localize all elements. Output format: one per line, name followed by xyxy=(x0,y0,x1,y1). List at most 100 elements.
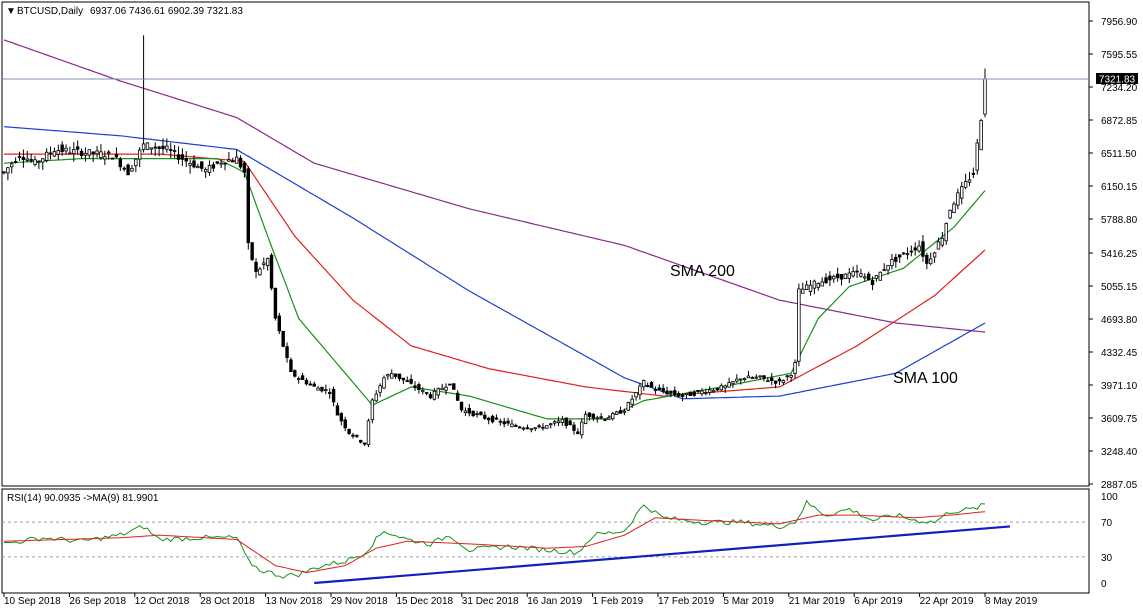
date-tick-label: 29 Nov 2018 xyxy=(331,596,388,607)
candle-body xyxy=(471,410,475,417)
candle-body xyxy=(10,163,14,168)
candle-body xyxy=(649,382,654,388)
candle-body xyxy=(455,392,460,401)
date-tick-label: 28 Oct 2018 xyxy=(200,596,255,607)
candle-body xyxy=(940,237,945,246)
candle-body xyxy=(835,273,840,279)
symbol-label: BTCUSD,Daily xyxy=(17,6,83,17)
candle-body xyxy=(556,420,561,424)
candle-body xyxy=(68,152,72,155)
header-dropdown-icon[interactable]: ▼ xyxy=(6,6,16,17)
date-tick-label: 8 May 2019 xyxy=(985,596,1038,607)
candle-body xyxy=(498,420,503,423)
rsi-header-label: RSI(14) 90.0935 ->MA(9) 81.9901 xyxy=(7,493,159,504)
candle-body xyxy=(518,426,522,429)
date-tick-label: 12 Oct 2018 xyxy=(135,596,190,607)
candle-body xyxy=(525,427,530,430)
candle-body xyxy=(165,145,169,150)
price-tick-label: 7595.55 xyxy=(1101,50,1138,61)
current-price-label: 7321.83 xyxy=(1099,74,1136,85)
candle-body xyxy=(944,223,948,242)
candle-body xyxy=(645,385,650,387)
candle-body xyxy=(719,385,724,391)
candle-body xyxy=(52,151,57,157)
candle-body xyxy=(479,411,483,416)
candle-body xyxy=(758,375,762,378)
candle-body xyxy=(459,401,464,411)
candle-body xyxy=(277,315,282,332)
candle-body xyxy=(630,398,634,405)
candle-body xyxy=(56,150,60,155)
candle-body xyxy=(180,154,185,160)
candle-body xyxy=(254,261,258,272)
candle-body xyxy=(843,273,848,279)
price-tick-label: 4693.80 xyxy=(1101,315,1138,326)
candle-body xyxy=(490,415,495,423)
price-tick-label: 5055.15 xyxy=(1101,282,1138,293)
candle-body xyxy=(444,386,448,391)
candle-body xyxy=(537,425,541,428)
candle-body xyxy=(754,376,758,379)
date-tick-label: 6 Apr 2019 xyxy=(854,596,903,607)
candle-body xyxy=(87,149,92,156)
candle-body xyxy=(366,420,371,446)
candle-body xyxy=(700,390,704,395)
candle-body xyxy=(79,150,84,157)
candle-body xyxy=(514,424,518,427)
candle-body xyxy=(739,378,743,381)
candle-body xyxy=(680,394,685,397)
candle-body xyxy=(742,378,747,381)
candle-body xyxy=(382,377,386,389)
candle-body xyxy=(308,383,313,386)
candle-body xyxy=(913,247,917,251)
candle-body xyxy=(564,417,568,427)
candle-body xyxy=(963,181,968,188)
candle-body xyxy=(106,151,111,154)
candle-body xyxy=(801,288,805,294)
candle-body xyxy=(820,281,824,287)
price-tick-label: 6150.15 xyxy=(1101,182,1138,193)
price-tick-label: 7956.90 xyxy=(1101,17,1138,28)
candle-body xyxy=(196,165,200,169)
candle-body xyxy=(188,163,192,166)
candle-body xyxy=(773,380,778,384)
candle-body xyxy=(281,330,285,347)
candle-body xyxy=(432,390,437,400)
moving-average-lines xyxy=(3,39,986,420)
candle-body xyxy=(897,254,902,258)
candle-body xyxy=(60,144,64,152)
candle-body xyxy=(638,385,642,396)
candle-body xyxy=(223,162,227,165)
candle-body xyxy=(735,378,739,382)
candle-body xyxy=(37,161,41,164)
price-tick-label: 5788.80 xyxy=(1101,215,1138,226)
candle-body xyxy=(642,380,646,388)
price-tick-label: 3971.10 xyxy=(1101,381,1138,392)
price-tick-label: 3609.75 xyxy=(1101,414,1138,425)
candle-body xyxy=(75,146,80,150)
candle-body xyxy=(653,389,658,391)
sma50-line xyxy=(4,153,986,397)
candle-body xyxy=(289,359,293,372)
candle-body xyxy=(855,270,859,273)
candle-body xyxy=(141,143,146,150)
candle-body xyxy=(510,423,514,428)
rsi-tick-label: 70 xyxy=(1101,518,1113,529)
candle-body xyxy=(463,410,468,414)
candle-body xyxy=(890,259,894,267)
candle-body xyxy=(506,420,510,424)
candle-body xyxy=(409,378,413,384)
price-tick-label: 5416.25 xyxy=(1101,249,1138,260)
candle-body xyxy=(95,150,99,155)
date-axis: 10 Sep 2018 26 Sep 2018 12 Oct 2018 28 Oct … xyxy=(3,593,1038,607)
candle-body xyxy=(521,427,526,430)
candle-body xyxy=(203,168,208,173)
candle-body xyxy=(870,279,875,286)
candle-body xyxy=(766,380,770,383)
date-tick-label: 5 Mar 2019 xyxy=(723,596,774,607)
candle-body xyxy=(545,425,549,429)
candle-body xyxy=(932,252,937,258)
ohlc-label: 6937.06 7436.61 6902.39 7321.83 xyxy=(90,6,243,17)
candle-body xyxy=(886,264,890,271)
candle-body xyxy=(611,413,615,420)
